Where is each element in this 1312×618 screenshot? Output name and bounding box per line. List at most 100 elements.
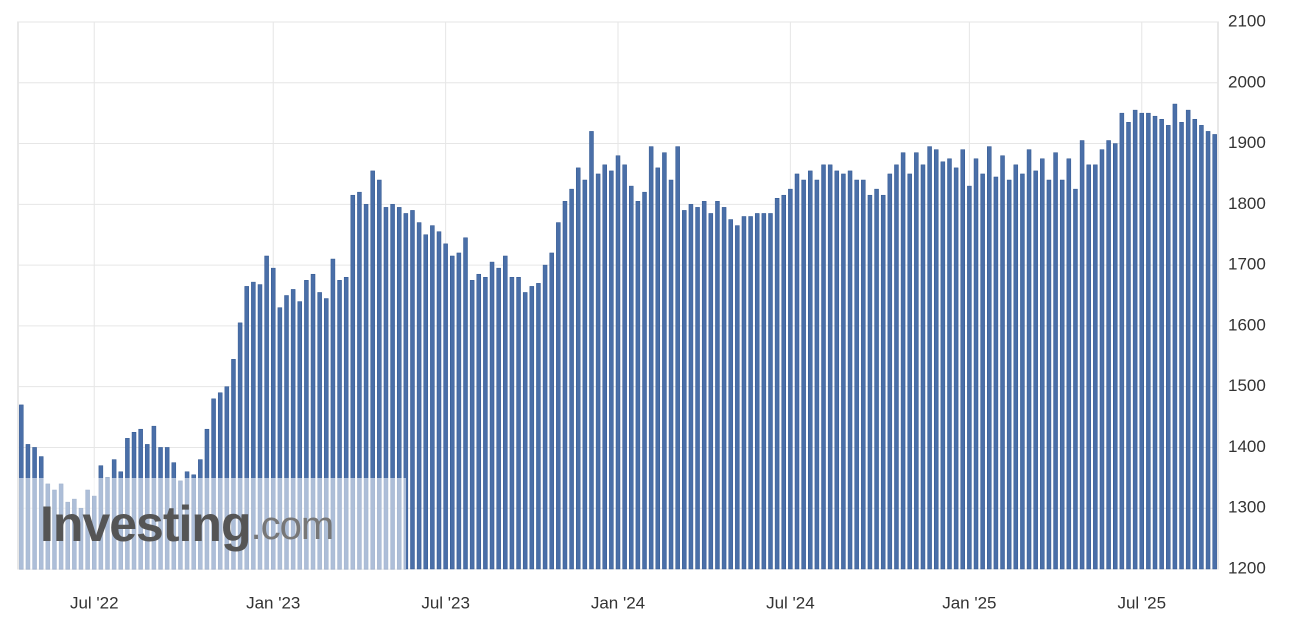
bar	[794, 173, 800, 570]
bar	[1139, 112, 1144, 570]
bar	[920, 164, 926, 570]
bar	[728, 219, 733, 570]
bar	[575, 167, 581, 570]
bar	[615, 155, 621, 570]
x-tick-label: Jan '24	[591, 593, 645, 612]
bar	[768, 213, 773, 570]
bar	[1159, 118, 1164, 570]
bar	[509, 277, 515, 570]
y-tick-label: 1800	[1228, 194, 1266, 213]
x-tick-label: Jan '23	[246, 593, 300, 612]
bar	[993, 176, 999, 570]
bar	[947, 158, 952, 570]
bar	[940, 161, 946, 570]
watermark-brand: Investing	[40, 496, 250, 552]
bar	[808, 170, 813, 570]
watermark-backdrop	[19, 478, 406, 569]
watermark-suffix: .com	[250, 504, 333, 548]
bar	[1000, 155, 1005, 570]
bar	[595, 173, 601, 570]
bar	[489, 261, 495, 570]
bar	[841, 173, 846, 570]
bar	[1146, 112, 1151, 570]
bar	[814, 179, 820, 570]
x-tick-label: Jul '23	[421, 593, 470, 612]
bar	[827, 164, 833, 570]
bar	[682, 210, 687, 570]
bar	[629, 185, 634, 570]
bar	[1079, 140, 1085, 570]
bar	[1026, 149, 1032, 570]
bar	[721, 207, 727, 570]
bar	[416, 222, 422, 570]
bar	[933, 149, 939, 570]
bar	[980, 173, 985, 570]
bar	[953, 167, 959, 570]
bar	[688, 204, 694, 570]
bar	[900, 152, 906, 570]
bar	[801, 179, 806, 570]
bar	[1119, 112, 1125, 570]
bar	[1132, 109, 1138, 570]
bar	[602, 164, 607, 570]
bar	[1093, 164, 1098, 570]
bar	[1185, 109, 1191, 570]
bar	[483, 277, 488, 570]
bar	[1073, 188, 1078, 570]
bar	[516, 277, 521, 570]
bar	[1172, 103, 1178, 570]
bar	[529, 286, 535, 570]
bar	[496, 267, 501, 570]
bar	[430, 225, 435, 570]
bar	[1086, 164, 1091, 570]
bar	[582, 179, 588, 570]
bar	[476, 273, 482, 570]
y-tick-label: 1200	[1228, 558, 1266, 577]
bar	[1040, 158, 1045, 570]
bar	[536, 283, 541, 570]
bar	[715, 201, 720, 570]
x-tick-label: Jul '25	[1117, 593, 1166, 612]
bar	[788, 188, 793, 570]
bar	[655, 167, 661, 570]
bar	[622, 164, 627, 570]
bar	[1099, 149, 1105, 570]
bar	[648, 146, 654, 570]
bar	[1020, 173, 1025, 570]
y-tick-label: 2100	[1228, 11, 1266, 30]
bar	[463, 237, 468, 570]
bar	[861, 179, 866, 570]
bar	[589, 131, 594, 570]
bar	[1006, 179, 1012, 570]
bar	[642, 191, 647, 570]
bar	[834, 170, 840, 570]
bar	[410, 210, 415, 570]
bar	[569, 188, 574, 570]
bar	[761, 213, 767, 570]
bar	[821, 164, 826, 570]
y-tick-label: 1300	[1228, 498, 1266, 517]
bar	[436, 231, 442, 570]
y-tick-label: 1500	[1228, 376, 1266, 395]
bar	[960, 149, 965, 570]
bar	[450, 255, 455, 570]
y-tick-label: 1600	[1228, 315, 1266, 334]
bar	[1046, 179, 1052, 570]
bar	[708, 213, 714, 570]
bar	[456, 252, 462, 570]
bar	[880, 194, 886, 570]
bar	[701, 201, 707, 570]
bar	[894, 164, 899, 570]
bar	[914, 152, 919, 570]
bar	[695, 207, 700, 570]
bar	[1112, 143, 1118, 570]
bar	[609, 170, 614, 570]
bar	[1192, 118, 1198, 570]
bar	[1106, 140, 1111, 570]
x-tick-label: Jan '25	[942, 593, 996, 612]
bar	[1212, 134, 1217, 570]
bar	[907, 173, 912, 570]
y-tick-label: 2000	[1228, 72, 1266, 91]
y-tick-label: 1400	[1228, 437, 1266, 456]
